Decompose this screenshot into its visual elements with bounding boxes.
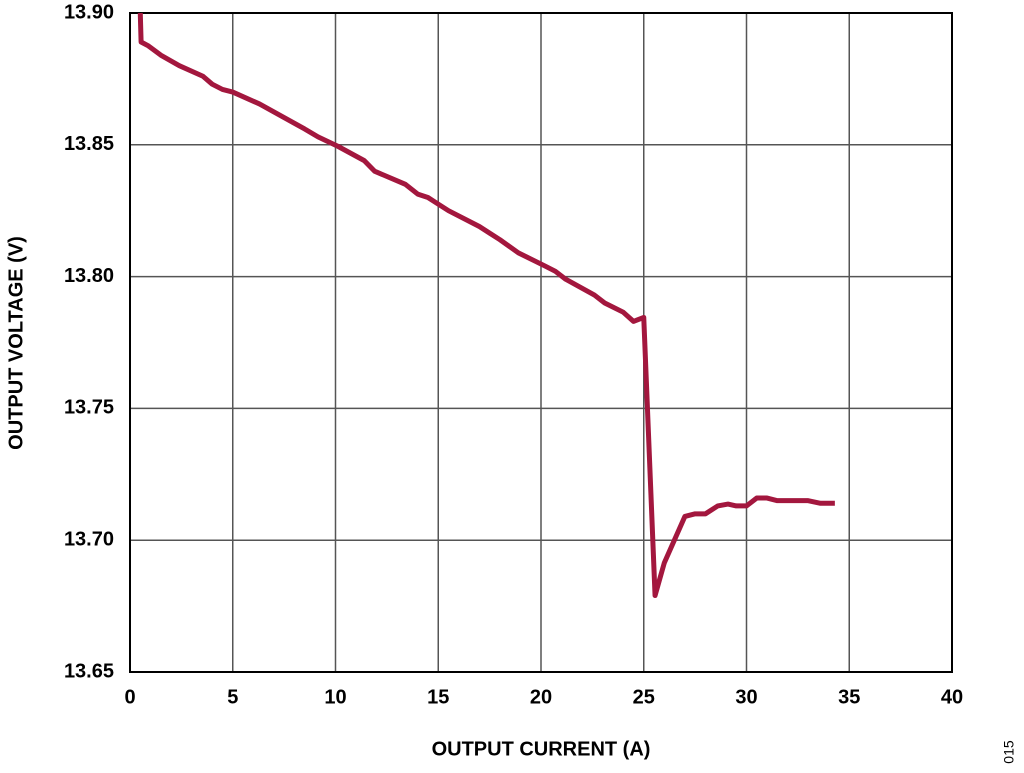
y-tick-label: 13.80 <box>64 265 114 287</box>
data-line <box>137 12 835 599</box>
x-tick-label: 40 <box>941 686 963 708</box>
x-tick-label: 35 <box>838 686 860 708</box>
plot-frame <box>129 12 953 673</box>
y-axis-label: OUTPUT VOLTAGE (V) <box>5 236 27 450</box>
y-tick-label: 13.70 <box>64 528 114 550</box>
x-axis-label: OUTPUT CURRENT (A) <box>432 738 651 760</box>
y-tick-label: 13.90 <box>64 1 114 23</box>
x-tick-label: 10 <box>324 686 346 708</box>
y-tick-label: 13.85 <box>64 133 114 155</box>
x-tick-label: 15 <box>427 686 449 708</box>
y-tick-label: 13.65 <box>64 660 114 682</box>
x-tick-label: 5 <box>227 686 238 708</box>
x-tick-label: 30 <box>735 686 757 708</box>
x-tick-label: 0 <box>124 686 135 708</box>
x-tick-label: 25 <box>633 686 655 708</box>
figure-code: 015 <box>1001 740 1017 764</box>
y-tick-label: 13.75 <box>64 397 114 419</box>
x-tick-label: 20 <box>530 686 552 708</box>
